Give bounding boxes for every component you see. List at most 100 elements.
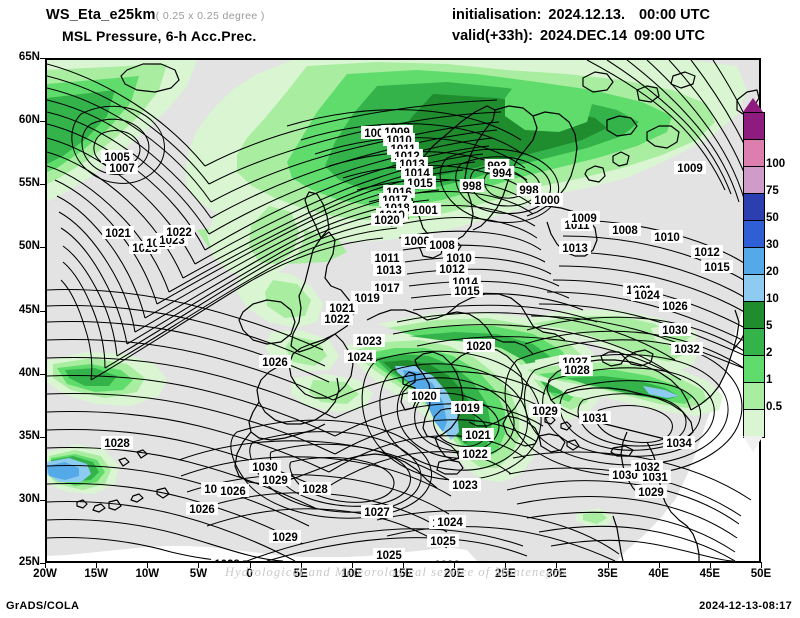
- y-axis-tick-label: 30N: [18, 492, 40, 505]
- x-axis-tick-label: 45E: [699, 568, 721, 580]
- isobar-label-bg: [163, 225, 195, 238]
- x-axis-tick: [658, 562, 660, 568]
- isobar-label-bg: [431, 558, 463, 561]
- isobar-label-bg: [463, 339, 495, 352]
- isobar-label-bg: [101, 436, 133, 449]
- x-axis-tick: [607, 562, 609, 568]
- y-axis-tick-label: 35N: [18, 429, 40, 442]
- x-axis-tick-label: 15W: [84, 568, 108, 580]
- isobar-label-bg: [269, 530, 301, 543]
- isobar-label-bg: [691, 245, 723, 258]
- isobar-label-bg: [561, 363, 593, 376]
- isobar-label-bg: [631, 288, 663, 301]
- isobar-label-bg: [663, 436, 695, 449]
- y-axis-tick: [40, 499, 46, 501]
- colorbar-segment: [743, 382, 765, 410]
- isobar-label-bg: [326, 301, 358, 314]
- x-axis-tick: [709, 562, 711, 568]
- isobar-label-bg: [371, 213, 403, 226]
- isobar-label: 1031: [582, 413, 608, 425]
- x-axis-tick: [403, 562, 404, 568]
- isobar-label: 1028: [564, 365, 590, 377]
- y-axis-tick-label: 65N: [18, 51, 40, 63]
- isobar-label: 1026: [434, 560, 460, 561]
- x-axis-tick-label: 10E: [341, 568, 363, 580]
- field-title: MSL Pressure, 6-h Acc.Prec.: [62, 28, 257, 44]
- isobar-label: 1021: [105, 228, 131, 240]
- isobar-label-bg: [559, 241, 591, 254]
- initialisation-label: initialisation:: [452, 7, 542, 23]
- x-axis-tick-label: 50E: [750, 568, 772, 580]
- isobar-label: 1029: [272, 532, 298, 544]
- isobar-label-bg: [211, 557, 243, 561]
- isobar-label: 1028: [104, 438, 130, 450]
- colorbar-tick-label: 30: [766, 239, 779, 251]
- isobar-label: 1024: [437, 517, 463, 529]
- initialisation-date: 2024.12.13.: [548, 7, 626, 23]
- model-name: WS_Eta_e25km: [46, 7, 156, 23]
- isobar-label: 1026: [662, 301, 688, 313]
- isobar-label: 1005: [104, 152, 130, 164]
- isobar-label: 1031: [642, 472, 668, 484]
- isobar-label-bg: [651, 230, 683, 243]
- colorbar-tick-label: 0.5: [766, 401, 782, 413]
- colorbar-segment: [743, 355, 765, 383]
- y-axis-tick-label: 45N: [18, 303, 40, 316]
- x-axis-tick-label: 20W: [33, 568, 57, 580]
- colorbar-segment: [743, 247, 765, 275]
- isobar-label-bg: [249, 460, 281, 473]
- isobar-label-bg: [451, 284, 483, 297]
- isobar-label: 1006: [404, 236, 430, 248]
- isobar-label: 1026: [262, 357, 288, 369]
- isobar-label: 1020: [466, 341, 492, 353]
- isobar-label: 1029: [262, 475, 288, 487]
- colorbar-over-arrow: [743, 98, 763, 112]
- x-axis-tick: [505, 562, 507, 568]
- isobar-label: 1030: [252, 462, 278, 474]
- isobar-label: 1007: [109, 163, 135, 175]
- colorbar-segment: [743, 193, 765, 221]
- isobar-label-bg: [371, 251, 403, 264]
- y-axis-tick-label: 55N: [18, 177, 40, 190]
- isobar-label: 1015: [454, 286, 480, 298]
- isobar-label: 1027: [364, 507, 390, 519]
- isobar-label: 1029: [638, 487, 664, 499]
- isobar-label-bg: [186, 502, 218, 515]
- isobar-label: 1012: [694, 247, 720, 259]
- colorbar-segment: [743, 166, 765, 194]
- x-axis-tick: [249, 562, 251, 568]
- isobar-label-bg: [321, 312, 353, 325]
- isobar-label-bg: [401, 234, 433, 247]
- colorbar-segment: [743, 301, 765, 329]
- isobar-label: 1034: [666, 438, 692, 450]
- x-axis-tick: [351, 562, 353, 568]
- footer-software: GrADS/COLA: [6, 600, 80, 612]
- isobar-label-bg: [361, 505, 393, 518]
- isobar-label: 1030: [662, 325, 688, 337]
- isobar-label-bg: [462, 428, 494, 441]
- colorbar-tick-label: 75: [766, 185, 779, 197]
- colorbar-segment: [743, 112, 765, 140]
- isobar-label: 1015: [704, 262, 730, 274]
- isobar-label: 1019: [454, 403, 480, 415]
- y-axis-tick: [40, 247, 46, 249]
- isobar-label-bg: [102, 226, 134, 239]
- colorbar-segment: [743, 328, 765, 356]
- isobar-label: 1025: [376, 550, 402, 561]
- isobar-label-bg: [426, 238, 458, 251]
- y-axis-tick: [40, 563, 46, 564]
- colorbar-under-arrow: [743, 436, 763, 452]
- valid-time: 09:00 UTC: [634, 28, 705, 44]
- isobar-label: 1029: [532, 406, 558, 418]
- isobar-label-bg: [701, 260, 733, 273]
- isobar-label: 1001: [412, 205, 438, 217]
- isobar-label: 1022: [324, 314, 350, 326]
- isobar-label: 1022: [166, 227, 192, 239]
- isobar-label: 1023: [452, 480, 478, 492]
- isobar-label-bg: [259, 473, 291, 486]
- isobar-label-bg: [659, 299, 691, 312]
- isobar-label-bg: [351, 291, 383, 304]
- isobar-label-bg: [568, 211, 600, 224]
- isobar-label: 1023: [356, 336, 382, 348]
